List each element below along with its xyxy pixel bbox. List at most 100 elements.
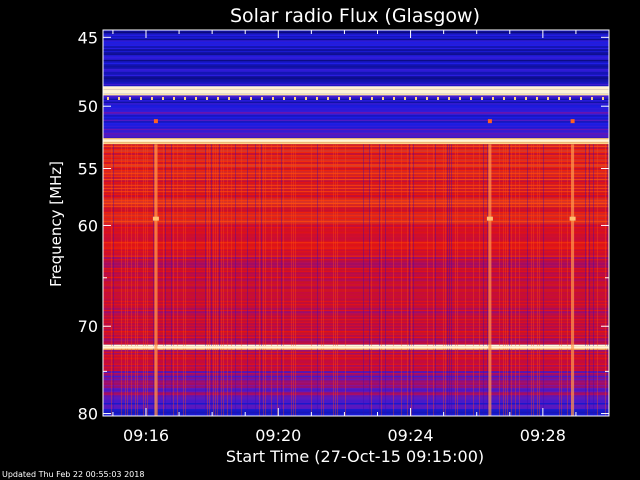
freq-band <box>103 106 609 139</box>
band-stripe <box>103 219 609 221</box>
band-stripe <box>103 190 609 193</box>
streak <box>465 144 466 417</box>
streak <box>445 144 446 417</box>
streak <box>261 144 262 417</box>
band-stripe <box>103 169 609 172</box>
comb-dot <box>195 96 197 100</box>
streak <box>451 144 452 417</box>
band-stripe <box>103 55 609 57</box>
y-tick-label: 50 <box>78 97 98 116</box>
streak <box>393 144 394 417</box>
band-stripe <box>103 37 609 39</box>
band-stripe <box>103 306 609 309</box>
band-stripe <box>103 43 609 45</box>
band-stripe <box>103 288 609 291</box>
band-stripe <box>103 244 609 247</box>
band-stripe <box>103 255 609 257</box>
band-stripe <box>103 201 609 203</box>
comb-dot <box>437 96 439 100</box>
band-stripe <box>103 290 609 292</box>
streak <box>539 144 540 417</box>
band-stripe <box>103 134 609 137</box>
streak <box>345 144 346 417</box>
band-stripe <box>103 296 609 298</box>
freq-band <box>103 30 609 38</box>
band-stripe <box>103 150 609 152</box>
streak <box>127 144 128 417</box>
band-stripe <box>103 247 609 250</box>
streak <box>607 144 608 417</box>
band-stripe <box>103 73 609 75</box>
freq-band <box>103 225 609 258</box>
comb-dot <box>371 96 373 100</box>
band-stripe <box>103 186 609 188</box>
burst-line <box>488 144 492 417</box>
bright-line <box>103 90 609 93</box>
band-stripe <box>103 83 609 86</box>
comb-dot <box>261 96 263 100</box>
band-stripe <box>103 249 609 251</box>
comb-dot <box>569 96 571 100</box>
comb-dot <box>503 96 505 100</box>
streak <box>217 144 218 417</box>
comb-dot <box>349 96 351 100</box>
comb-dot <box>591 96 593 100</box>
band-stripe <box>103 177 609 179</box>
band-stripe <box>103 151 609 154</box>
band-stripe <box>103 229 609 232</box>
band-stripe <box>103 246 609 248</box>
streak <box>519 144 520 417</box>
band-stripe <box>103 103 609 105</box>
y-axis-label: Frequency [MHz] <box>47 161 65 287</box>
band-stripe <box>103 115 609 117</box>
band-stripe <box>103 97 609 99</box>
band-stripe <box>103 214 609 217</box>
streak <box>157 144 158 417</box>
band-stripe <box>103 308 609 310</box>
freq-band <box>103 326 609 345</box>
x-tick-labels: 09:16 09:20 09:24 09:28 <box>123 426 566 445</box>
streak <box>205 144 206 417</box>
band-stripe <box>103 299 609 301</box>
band-stripe <box>103 121 609 123</box>
comb-dot <box>173 96 175 100</box>
band-stripe <box>103 291 609 294</box>
band-stripe <box>103 335 609 337</box>
streak <box>567 144 568 417</box>
band-stripe <box>103 336 609 339</box>
comb-dot <box>316 96 318 100</box>
x-tick-label: 09:28 <box>520 426 566 445</box>
band-stripe <box>103 287 609 289</box>
band-stripe <box>103 128 609 131</box>
band-stripe <box>103 145 609 148</box>
band-stripe <box>103 297 609 300</box>
band-stripe <box>103 131 609 134</box>
streak <box>509 144 510 417</box>
streak <box>265 144 266 417</box>
band-stripe <box>103 46 609 48</box>
band-stripe <box>103 110 609 113</box>
streak <box>259 144 260 417</box>
band-stripe <box>103 156 609 158</box>
band-stripe <box>103 392 609 394</box>
streak <box>433 144 434 417</box>
streak <box>479 144 480 417</box>
streak <box>543 144 544 417</box>
comb-dot <box>448 96 450 100</box>
band-stripe <box>103 238 609 241</box>
band-stripe <box>103 359 609 361</box>
band-stripe <box>103 196 609 199</box>
streak <box>537 144 538 417</box>
streak <box>605 144 606 417</box>
comb-dot <box>382 96 384 100</box>
band-stripe <box>103 231 609 233</box>
freq-band <box>103 350 609 372</box>
streak <box>131 144 132 417</box>
streak <box>295 144 296 417</box>
streak <box>195 144 196 417</box>
band-stripe <box>103 53 609 56</box>
band-stripe <box>103 79 609 81</box>
band-stripe <box>103 183 609 185</box>
band-stripe <box>103 153 609 155</box>
